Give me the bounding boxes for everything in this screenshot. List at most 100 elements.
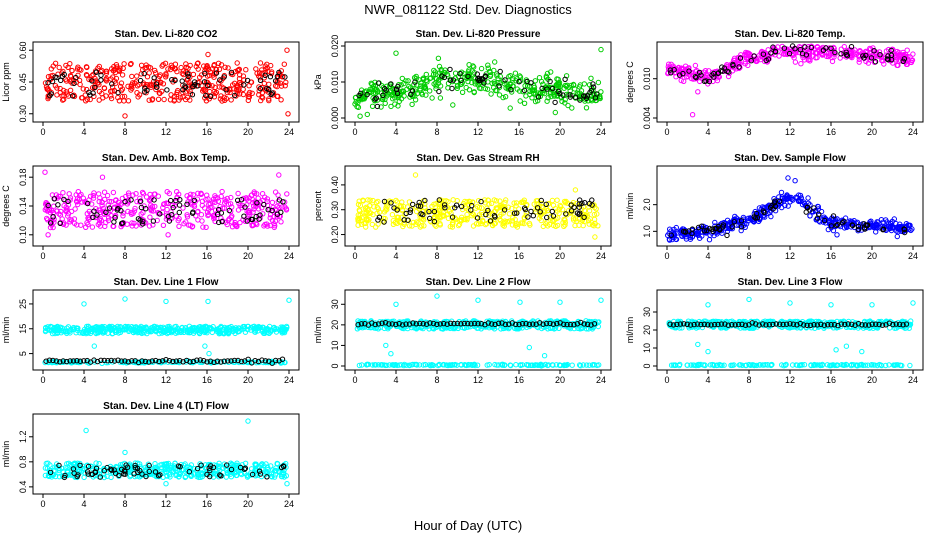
data-point [356,215,363,222]
data-point [818,208,825,215]
data-point [165,66,171,72]
data-point [904,47,910,53]
data-point [54,85,60,91]
data-point [781,51,787,57]
data-point [69,67,75,74]
data-point [202,68,208,74]
data-point [78,67,84,73]
data-point [283,207,290,213]
data-point [204,209,211,216]
data-point [512,70,519,76]
data-point-black [242,204,248,210]
data-point [271,224,277,231]
data-point [130,192,136,198]
data-point-black [375,217,381,223]
data-point [389,212,396,218]
data-point-black [555,88,561,95]
data-point [218,193,224,200]
data-point-black [45,202,51,209]
data-point [175,87,181,94]
data-points [42,169,290,238]
data-point-black [692,74,699,80]
data-point-black [901,56,908,62]
data-point [470,211,476,218]
outlier-point [122,113,128,119]
data-point [479,212,485,218]
data-point [374,89,381,95]
data-point [75,201,81,208]
data-point [207,69,214,75]
data-point [83,224,89,231]
data-point [171,93,178,100]
data-point [176,216,182,222]
data-point-black [238,197,245,203]
data-point [202,87,208,94]
data-point [61,203,67,209]
data-point-black [697,69,703,76]
data-point [279,74,286,80]
data-point [278,97,284,103]
data-point [471,89,477,96]
data-point-black [568,208,575,214]
y-tick-label: 20 [642,325,652,335]
data-point [109,66,115,72]
data-point-black [701,78,708,85]
data-point [591,223,597,229]
outlier-point [163,298,169,305]
data-point [363,210,369,217]
data-point [592,97,599,104]
data-point [544,70,551,77]
data-point [498,204,505,211]
data-point-black [567,94,573,100]
data-point [96,97,102,103]
data-point [166,190,173,197]
x-tick-label: 4 [705,251,710,261]
data-point [234,60,240,66]
y-tick-label: 15 [18,324,28,334]
data-point [60,97,66,103]
data-point-black [90,214,96,221]
x-tick-label: 4 [81,127,86,137]
data-point [154,217,160,224]
data-point-black [218,210,225,216]
data-point [253,66,259,72]
x-tick-label: 0 [40,375,45,385]
data-point [423,71,429,78]
outlier-point [122,296,128,302]
data-point [492,59,498,65]
data-point [79,95,85,101]
x-tick-label: 0 [664,251,669,261]
data-point [582,98,588,104]
data-point-black [137,77,144,84]
data-point [566,84,572,91]
data-point [479,209,485,216]
data-point [170,64,176,70]
data-point [469,68,475,74]
x-tick-label: 20 [555,375,565,385]
data-point [530,90,537,96]
data-point [144,74,151,80]
outlier-point [393,301,399,307]
data-point-black [843,52,850,58]
data-point-black [469,202,475,209]
data-point [681,78,687,85]
data-point [148,84,154,90]
data-point [557,202,563,209]
data-point-black [508,86,514,93]
data-point-black [375,80,382,86]
data-point [571,82,577,88]
data-point [881,61,887,67]
data-point [254,191,260,197]
panel-title: Stan. Dev. Li-820 Temp. [735,29,846,40]
data-point [358,221,365,227]
data-point-black [85,200,91,207]
data-point-black [427,215,433,222]
data-point [390,96,396,102]
data-point [91,190,97,196]
data-point-black [372,96,378,102]
data-point-black [185,73,191,80]
data-point [100,205,107,212]
data-point [227,201,234,207]
data-point [464,199,470,205]
data-point [735,55,741,61]
